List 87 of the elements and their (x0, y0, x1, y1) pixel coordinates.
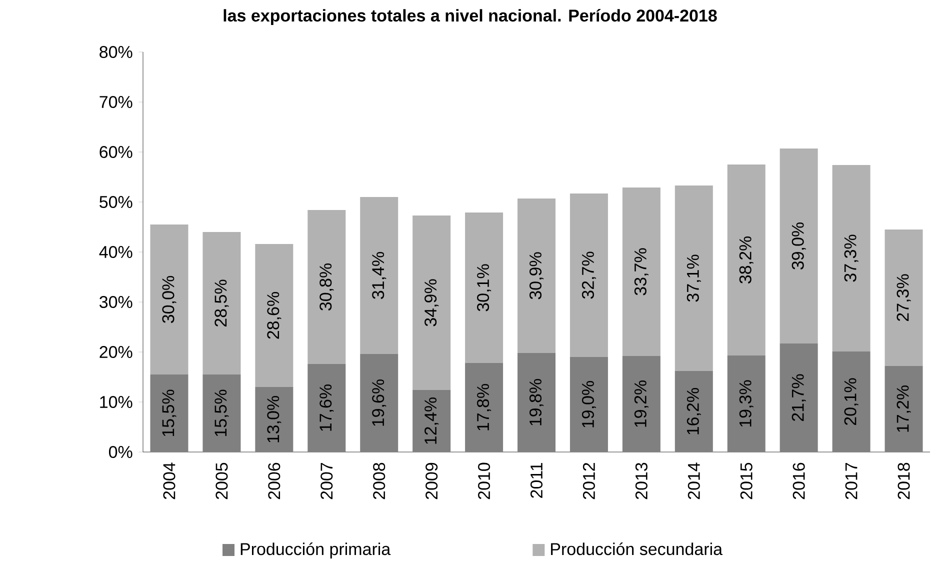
y-tick-label: 20% (100, 346, 132, 358)
data-label: 19,2% (634, 380, 648, 427)
data-label: 19,3% (739, 380, 754, 427)
bar (570, 194, 608, 357)
data-label: 20,1% (844, 378, 858, 425)
bar (412, 390, 451, 452)
bar (884, 366, 923, 452)
x-tick-label: 2011 (530, 462, 543, 498)
data-label: 30,1% (477, 264, 492, 312)
x-tick-label: 2013 (635, 462, 648, 500)
bar (150, 374, 188, 452)
data-label: 30,8% (320, 264, 334, 310)
data-label: 16,2% (686, 388, 701, 434)
data-label: 38,2% (739, 236, 754, 284)
y-tick-label: 80% (100, 46, 132, 58)
x-tick-label: 2017 (845, 462, 858, 500)
x-tick-label: 2006 (268, 462, 280, 500)
y-tick-label: 70% (100, 96, 132, 108)
x-tick-label: 2008 (373, 462, 386, 500)
x-tick-label: 2005 (216, 462, 228, 500)
x-tick-label: 2007 (320, 462, 333, 500)
legend-label: Producción secundaria (551, 542, 723, 556)
bar (622, 188, 660, 356)
bar (360, 354, 398, 452)
data-label: 15,5% (214, 390, 229, 436)
data-label: 19,6% (372, 380, 386, 426)
y-tick-label: 40% (99, 246, 132, 258)
bar (780, 344, 818, 452)
y-tick-label: 50% (100, 196, 132, 208)
x-tick-label: 2016 (792, 462, 805, 500)
bar (780, 148, 818, 344)
data-label: 17,2% (896, 386, 911, 432)
bar (308, 364, 346, 452)
y-tick-label: 10% (100, 396, 132, 408)
data-label: 37,1% (686, 254, 701, 302)
bar (465, 363, 504, 452)
y-tick-label: 0% (108, 446, 132, 458)
bar (518, 198, 556, 353)
x-tick-label: 2004 (163, 462, 176, 500)
data-label: 19,0% (582, 381, 596, 428)
data-label: 13,0% (267, 396, 282, 442)
data-label: 12,4% (424, 398, 439, 444)
bar (202, 374, 241, 452)
bar (308, 210, 346, 364)
data-label: 17,6% (320, 384, 334, 431)
y-tick-label: 60% (100, 146, 132, 158)
data-label: 30,9% (529, 252, 544, 300)
bar (674, 371, 713, 452)
data-label: 19,8% (529, 379, 544, 426)
data-label: 27,3% (896, 274, 911, 321)
bar (884, 230, 923, 366)
bar (832, 165, 870, 352)
data-label: 21,7% (792, 374, 806, 421)
bar (622, 356, 660, 452)
data-label: 37,3% (844, 234, 858, 282)
bar (202, 232, 241, 374)
bar (832, 352, 870, 452)
bar (727, 356, 766, 452)
bar (465, 212, 504, 363)
bar (674, 186, 713, 371)
data-label: 28,6% (267, 292, 282, 339)
data-label: 30,0% (162, 276, 176, 323)
bar (255, 244, 294, 387)
legend-label: Producción primaria (240, 542, 391, 559)
bar (150, 224, 188, 374)
bar (518, 353, 556, 452)
bar (412, 216, 451, 390)
x-tick-label: 2010 (478, 462, 490, 500)
data-label: 31,4% (372, 252, 386, 299)
x-tick-label: 2015 (740, 462, 752, 500)
data-label: 17,8% (477, 384, 492, 430)
data-label: 33,7% (634, 248, 648, 296)
bar (570, 357, 608, 452)
y-tick-label: 30% (100, 296, 132, 308)
data-label: 15,5% (162, 390, 176, 436)
bar (360, 197, 398, 354)
chart-title: las exportaciones totales a nivel nacional. Período 2004-2018 (224, 8, 717, 25)
data-label: 32,7% (582, 252, 596, 299)
x-tick-label: 2009 (426, 462, 438, 500)
x-tick-label: 2014 (688, 462, 700, 500)
data-label: 34,9% (424, 279, 439, 326)
data-label: 28,5% (214, 280, 229, 326)
x-tick-label: 2018 (898, 462, 910, 500)
bar (727, 164, 766, 356)
x-tick-label: 2012 (582, 462, 595, 500)
data-label: 39,0% (792, 222, 806, 270)
bar (255, 387, 294, 452)
